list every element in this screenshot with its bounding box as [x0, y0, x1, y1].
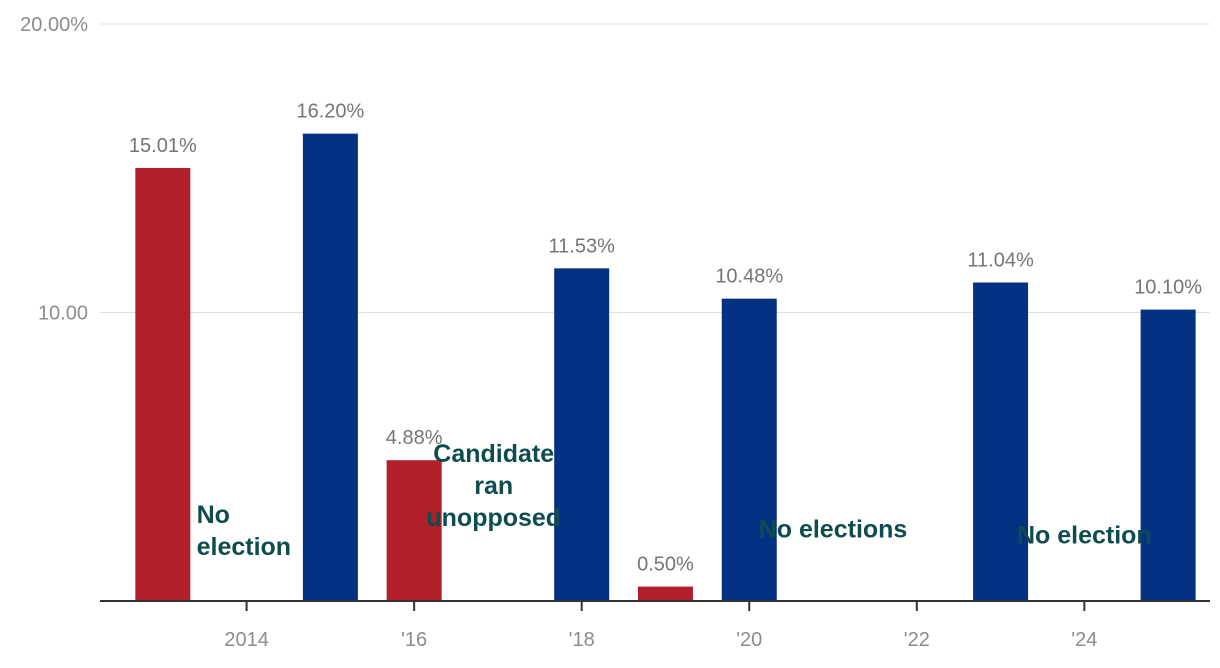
- y-tick-label: 10.00: [38, 303, 88, 325]
- bar-value-labels: 15.01% 16.20% 4.88% 11.53% 0.50% 10.48% 11.04%…: [129, 101, 1202, 576]
- bar-2025: [1140, 309, 1196, 601]
- bar-value-label: 4.88%: [386, 427, 443, 449]
- bar-value-label: 10.48%: [715, 266, 783, 288]
- bar-2019: [637, 586, 693, 601]
- bar-2018: [554, 268, 610, 601]
- bar-value-label: 15.01%: [129, 135, 197, 157]
- x-tick-label: '22: [904, 629, 930, 651]
- annotation-text: election: [197, 533, 291, 561]
- bar-2013: [135, 167, 191, 602]
- bar-value-label: 11.53%: [549, 235, 616, 257]
- bar-2015: [302, 133, 358, 601]
- bar-2020: [721, 298, 777, 601]
- annotation-text: ran: [474, 472, 513, 500]
- bar-value-label: 10.10%: [1134, 277, 1202, 299]
- annotation-text: No: [197, 501, 230, 529]
- annotation-text: No election: [1017, 521, 1152, 549]
- bar-2016: [386, 460, 442, 601]
- bar-value-label: 11.04%: [967, 249, 1034, 271]
- x-tick-label: '24: [1071, 629, 1097, 651]
- x-tick-label: '20: [736, 629, 762, 651]
- bar-value-label: 0.50%: [637, 554, 694, 576]
- annotation-text: Candidate: [433, 440, 554, 468]
- gridlines: 10.00 20.00%: [20, 14, 1210, 325]
- x-axis: 2014 '16 '18 '20 '22 '24: [100, 600, 1210, 651]
- annotation-text: unopposed: [426, 504, 561, 532]
- y-tick-label: 20.00%: [20, 14, 88, 36]
- x-tick-label: '16: [401, 629, 427, 651]
- bar-value-label: 16.20%: [296, 101, 364, 123]
- x-tick-label: '18: [569, 629, 595, 651]
- annotation-text: No elections: [759, 516, 908, 544]
- bars: [135, 133, 1196, 602]
- x-tick-label: 2014: [224, 629, 269, 651]
- annotations: No election Candidate ran unopposed No electi…: [197, 440, 1152, 561]
- bar-2023: [973, 282, 1029, 601]
